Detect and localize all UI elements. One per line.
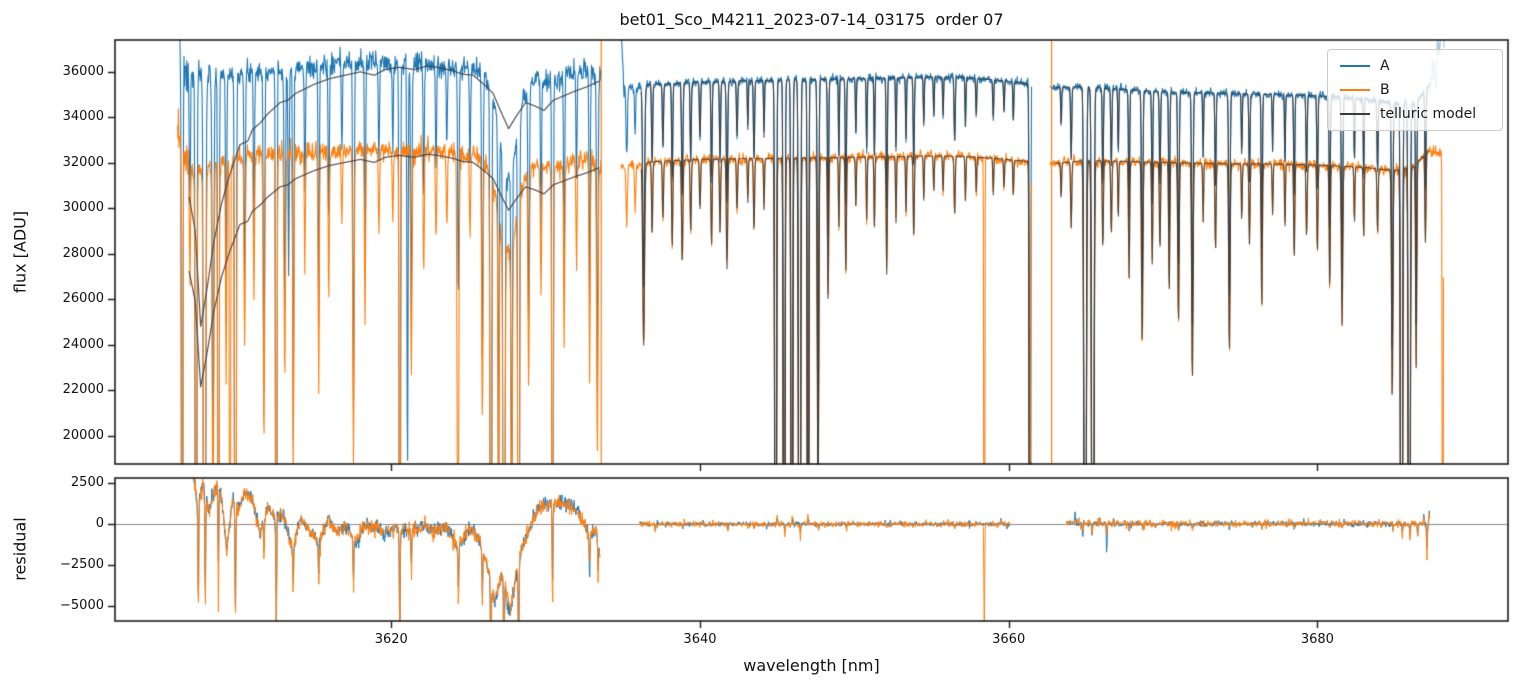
flux-y-tick-label: 30000 xyxy=(62,200,104,216)
residual-y-tick-label: −5000 xyxy=(60,598,104,614)
legend-line-B-icon xyxy=(1340,89,1370,91)
flux-y-tick-label: 20000 xyxy=(62,427,104,443)
legend-box: A B telluric model xyxy=(1327,49,1503,131)
residual-y-tick-label: 0 xyxy=(95,516,104,532)
flux-y-tick-label: 26000 xyxy=(62,291,104,307)
flux-y-tick-label: 36000 xyxy=(62,63,104,79)
x-axis-label: wavelength [nm] xyxy=(743,656,880,675)
flux-y-tick-label: 34000 xyxy=(62,109,104,125)
legend-entry-A: A xyxy=(1340,54,1502,78)
legend-line-telluric-icon xyxy=(1340,113,1370,115)
legend-entry-B: B xyxy=(1340,78,1502,102)
legend-line-A-icon xyxy=(1340,65,1370,67)
x-tick-label: 3620 xyxy=(374,632,408,647)
flux-y-tick-label: 24000 xyxy=(62,336,104,352)
x-tick-label: 3660 xyxy=(992,632,1026,647)
residual-y-tick-label: −2500 xyxy=(60,557,104,573)
residual-y-tick-label: 2500 xyxy=(70,474,104,490)
flux-y-tick-label: 28000 xyxy=(62,245,104,261)
x-tick-label: 3680 xyxy=(1300,632,1334,647)
flux-y-tick-label: 32000 xyxy=(62,154,104,170)
flux-y-tick-label: 22000 xyxy=(62,382,104,398)
legend-label-B: B xyxy=(1380,82,1390,98)
figure-title: bet01_Sco_M4211_2023-07-14_03175 order 0… xyxy=(619,10,1004,29)
legend-label-telluric: telluric model xyxy=(1380,106,1477,122)
x-tick-label: 3640 xyxy=(683,632,717,647)
legend-entry-telluric: telluric model xyxy=(1340,102,1502,126)
legend-label-A: A xyxy=(1380,58,1390,74)
